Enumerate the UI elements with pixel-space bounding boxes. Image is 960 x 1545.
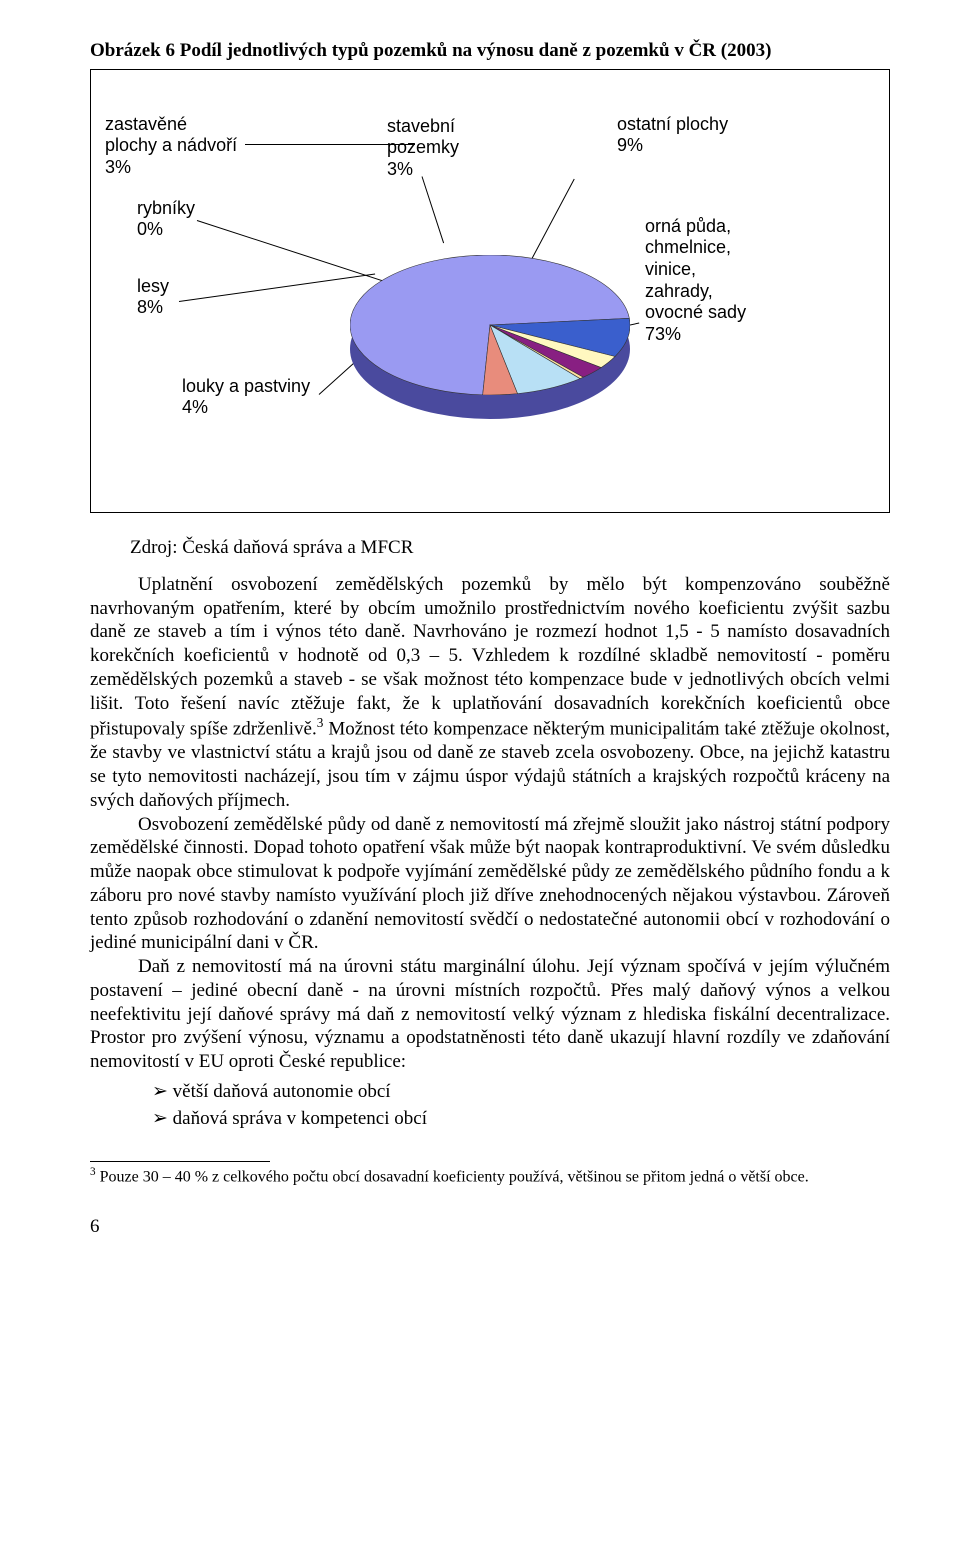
label-louky: louky a pastviny 4%	[182, 376, 310, 419]
source-line: Zdroj: Česká daňová správa a MFCR	[130, 537, 890, 559]
leader-line	[422, 176, 445, 243]
pie-chart: zastavěné plochy a nádvoří 3% rybníky 0%…	[97, 76, 883, 506]
pie-disc	[350, 255, 630, 395]
leader-line	[532, 179, 575, 259]
leader-line	[179, 273, 375, 302]
chart-container: zastavěné plochy a nádvoří 3% rybníky 0%…	[90, 69, 890, 513]
label-lesy: lesy 8%	[137, 276, 169, 319]
bullet-item: daňová správa v kompetenci obcí	[152, 1105, 890, 1133]
paragraph-3: Daň z nemovitostí má na úrovni státu mar…	[90, 955, 890, 1074]
label-ostatni: ostatní plochy 9%	[617, 114, 728, 157]
footnote-text: Pouze 30 – 40 % z celkového počtu obcí d…	[96, 1168, 809, 1185]
leader-line	[245, 144, 415, 145]
footnote-3: 3 Pouze 30 – 40 % z celkového počtu obcí…	[90, 1166, 890, 1187]
p1a: Uplatnění osvobození zemědělských pozemk…	[90, 574, 890, 740]
paragraph-1: Uplatnění osvobození zemědělských pozemk…	[90, 573, 890, 813]
footnote-rule	[90, 1161, 270, 1162]
pie-top	[350, 255, 630, 395]
body-text: Uplatnění osvobození zemědělských pozemk…	[90, 573, 890, 1074]
label-stavebni: stavební pozemky 3%	[387, 116, 459, 181]
bullet-item: větší daňová autonomie obcí	[152, 1078, 890, 1106]
paragraph-2: Osvobození zemědělské půdy od daně z nem…	[90, 813, 890, 956]
page-number: 6	[90, 1216, 890, 1238]
bullet-list: větší daňová autonomie obcí daňová správ…	[152, 1078, 890, 1133]
figure-title: Obrázek 6 Podíl jednotlivých typů pozemk…	[90, 40, 890, 63]
label-zastavene: zastavěné plochy a nádvoří 3%	[105, 114, 237, 179]
label-rybniky: rybníky 0%	[137, 198, 195, 241]
label-orna: orná půda, chmelnice, vinice, zahrady, o…	[645, 216, 746, 346]
